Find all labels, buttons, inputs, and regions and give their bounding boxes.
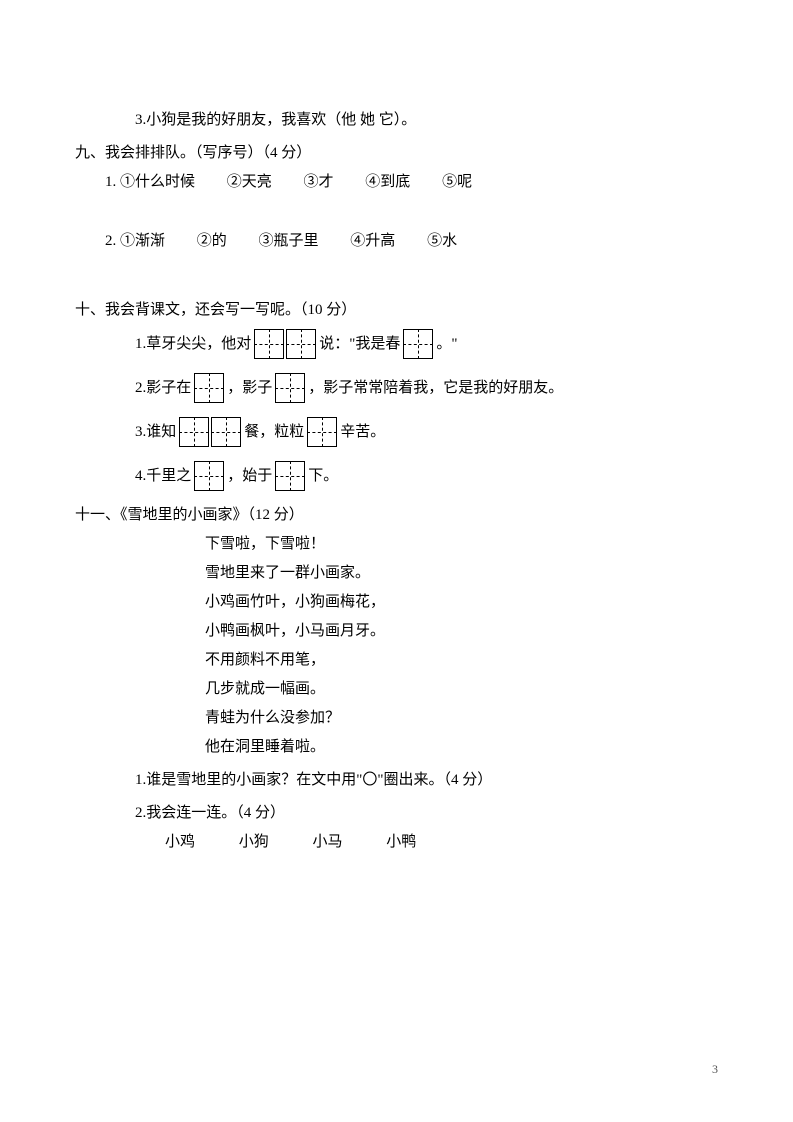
q9-heading: 九、我会排排队。（写序号）（4 分） (75, 143, 718, 164)
poem-line-4: 小鸭画枫叶，小马画月牙。 (75, 621, 718, 642)
tianzige-box[interactable] (194, 373, 224, 403)
match-animal-2: 小狗 (239, 832, 309, 853)
q10-r2-b: ，影子 (227, 378, 272, 399)
poem-line-5: 不用颜料不用笔， (75, 650, 718, 671)
q9-row1-opt2: ②天亮 (227, 172, 272, 193)
q10-r1-a: 1.草牙尖尖，他对 (135, 334, 251, 355)
q9-row1: 1. ①什么时候 ②天亮 ③才 ④到底 ⑤呢 (75, 172, 718, 193)
tianzige-box[interactable] (307, 417, 337, 447)
q10-row2: 2.影子在 ，影子 ，影子常常陪着我，它是我的好朋友。 (75, 373, 718, 403)
fill-box-group[interactable] (402, 329, 434, 359)
q9-row2-num: 2. (105, 233, 116, 249)
q9-row1-opt3: ③才 (304, 172, 334, 193)
q11-sub1: 1.谁是雪地里的小画家？在文中用"〇"圈出来。（4 分） (75, 770, 718, 791)
fill-box-group[interactable] (178, 417, 242, 447)
q10-r3-c: 辛苦。 (340, 422, 385, 443)
q10-r1-c: 。" (436, 334, 457, 355)
tianzige-box[interactable] (254, 329, 284, 359)
q11-sub2: 2.我会连一连。（4 分） (75, 803, 718, 824)
q10-r3-b: 餐，粒粒 (244, 422, 304, 443)
tianzige-box[interactable] (403, 329, 433, 359)
fill-box-group[interactable] (193, 461, 225, 491)
q10-heading: 十、我会背课文，还会写一写呢。（10 分） (75, 300, 718, 321)
page-content: 3.小狗是我的好朋友，我喜欢（他 她 它）。 九、我会排排队。（写序号）（4 分… (0, 0, 793, 921)
tianzige-box[interactable] (275, 461, 305, 491)
fill-box-group[interactable] (306, 417, 338, 447)
q10-r1-b: 说："我是春 (319, 334, 400, 355)
poem-line-3: 小鸡画竹叶，小狗画梅花， (75, 592, 718, 613)
q9-row2-opt2: ②的 (197, 231, 227, 252)
q10-r4-a: 4.千里之 (135, 466, 191, 487)
q9-row2-opt1: ①渐渐 (120, 231, 165, 252)
q9-row2-opt3: ③瓶子里 (259, 231, 319, 252)
q9-row2-opt5: ⑤水 (427, 231, 457, 252)
q10-r4-c: 下。 (308, 466, 338, 487)
tianzige-box[interactable] (286, 329, 316, 359)
q10-r3-a: 3.谁知 (135, 422, 176, 443)
fill-box-group[interactable] (274, 373, 306, 403)
match-animal-1: 小鸡 (165, 832, 235, 853)
tianzige-box[interactable] (211, 417, 241, 447)
q11-heading: 十一、《雪地里的小画家》（12 分） (75, 505, 718, 526)
q10-r4-b: ，始于 (227, 466, 272, 487)
tianzige-box[interactable] (179, 417, 209, 447)
q10-row4: 4.千里之 ，始于 下。 (75, 461, 718, 491)
fill-box-group[interactable] (274, 461, 306, 491)
tianzige-box[interactable] (275, 373, 305, 403)
page-number: 3 (712, 1062, 718, 1077)
q10-r2-a: 2.影子在 (135, 378, 191, 399)
q9-row1-num: 1. (105, 174, 116, 190)
poem-line-6: 几步就成一幅画。 (75, 679, 718, 700)
match-animal-3: 小马 (313, 832, 383, 853)
match-animal-4: 小鸭 (386, 832, 456, 853)
q10-row1: 1.草牙尖尖，他对 说："我是春 。" (75, 329, 718, 359)
tianzige-box[interactable] (194, 461, 224, 491)
poem-line-1: 下雪啦，下雪啦！ (75, 534, 718, 555)
fill-box-group[interactable] (193, 373, 225, 403)
fill-box-group[interactable] (253, 329, 317, 359)
q9-row1-opt1: ①什么时候 (120, 172, 195, 193)
q10-row3: 3.谁知 餐，粒粒 辛苦。 (75, 417, 718, 447)
q9-row1-opt5: ⑤呢 (442, 172, 472, 193)
q8-item3: 3.小狗是我的好朋友，我喜欢（他 她 它）。 (75, 110, 718, 131)
poem-line-2: 雪地里来了一群小画家。 (75, 563, 718, 584)
q11-animals: 小鸡 小狗 小马 小鸭 (75, 832, 718, 853)
q9-row1-opt4: ④到底 (365, 172, 410, 193)
poem-line-8: 他在洞里睡着啦。 (75, 737, 718, 758)
poem-line-7: 青蛙为什么没参加？ (75, 708, 718, 729)
q9-row2: 2. ①渐渐 ②的 ③瓶子里 ④升高 ⑤水 (75, 231, 718, 252)
q9-row2-opt4: ④升高 (350, 231, 395, 252)
q10-r2-c: ，影子常常陪着我，它是我的好朋友。 (308, 378, 563, 399)
